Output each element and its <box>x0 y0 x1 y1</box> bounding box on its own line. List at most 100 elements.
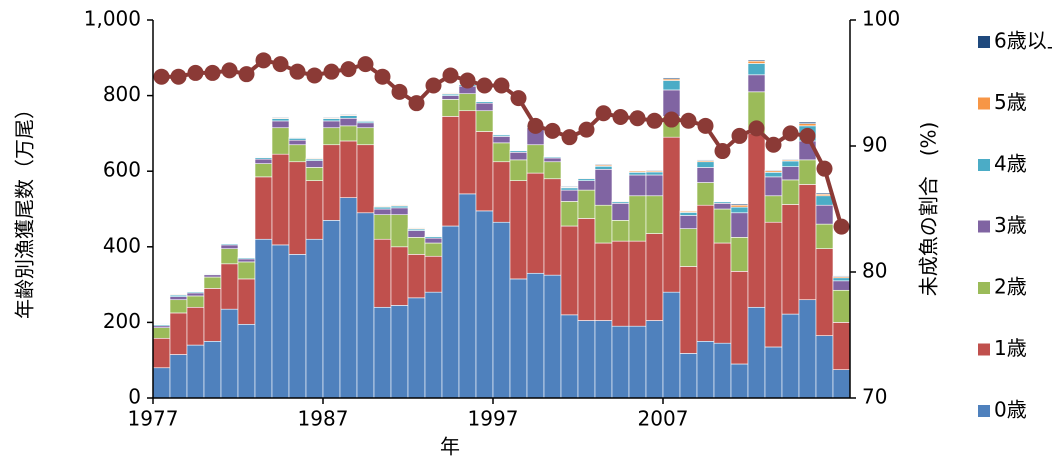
bar-segment <box>612 326 629 398</box>
bar-segment <box>595 321 612 398</box>
bar-segment <box>663 78 680 79</box>
bar-segment <box>323 121 340 128</box>
bar-segment <box>306 181 323 240</box>
bar-segment <box>765 172 782 177</box>
bar-segment <box>697 205 714 341</box>
bar-segment <box>391 215 408 247</box>
bar-segment <box>646 172 663 175</box>
bar-segment <box>799 184 816 299</box>
bar-segment <box>510 279 527 398</box>
bar-segment <box>646 175 663 196</box>
bar-segment <box>765 196 782 222</box>
bar-segment <box>782 314 799 398</box>
bar-segment <box>476 211 493 398</box>
line-marker <box>715 143 731 159</box>
bar-segment <box>323 145 340 221</box>
legend-label: 5歳 <box>994 90 1027 114</box>
bar-segment <box>323 117 340 118</box>
line-marker <box>800 128 816 144</box>
bar-segment <box>833 278 850 281</box>
y2-tick-label: 100 <box>862 7 900 31</box>
bar-segment <box>833 322 850 369</box>
bar-segment <box>204 288 221 341</box>
bar-segment <box>816 336 833 398</box>
bar-segment <box>731 364 748 398</box>
y-tick-label: 400 <box>103 233 141 257</box>
bar-segment <box>306 167 323 180</box>
bar-segment <box>816 196 833 205</box>
bar-segment <box>357 145 374 213</box>
bar-segment <box>561 315 578 398</box>
bar-segment <box>748 60 765 61</box>
legend-swatch <box>978 282 990 294</box>
x-tick-label: 1987 <box>298 407 349 431</box>
line-marker <box>664 112 680 128</box>
bar-segment <box>170 355 187 398</box>
bar-segment <box>391 208 408 215</box>
bar-segment <box>425 256 442 292</box>
bar-segment <box>748 75 765 92</box>
bar-segment <box>527 273 544 398</box>
bar-segment <box>697 341 714 398</box>
bar-segment <box>748 307 765 398</box>
bar-segment <box>255 159 272 164</box>
line-marker <box>528 118 544 134</box>
legend-swatch <box>978 159 990 171</box>
bar-segment <box>272 245 289 398</box>
bar-segment <box>204 277 221 288</box>
bar-segment <box>748 63 765 74</box>
line-marker <box>732 128 748 144</box>
x-tick-label: 2007 <box>638 407 689 431</box>
bar-segment <box>238 324 255 398</box>
bar-segment <box>289 254 306 398</box>
bar-segment <box>442 226 459 398</box>
bar-segment <box>731 271 748 364</box>
bar-segment <box>748 133 765 307</box>
bar-segment <box>629 172 646 175</box>
bar-segment <box>799 122 816 124</box>
bar-segment <box>595 205 612 243</box>
bar-segment <box>578 190 595 218</box>
bar-segment <box>782 159 799 160</box>
bar-segment <box>527 173 544 273</box>
bar-segment <box>663 292 680 398</box>
bar-segment <box>340 118 357 126</box>
line-marker <box>409 95 425 111</box>
bar-segment <box>833 290 850 322</box>
bar-segment <box>255 177 272 239</box>
bar-segment <box>238 259 255 262</box>
bar-segment <box>799 160 816 185</box>
bar-segment <box>187 293 204 296</box>
x-axis-title: 年 <box>440 435 460 459</box>
bar-segment <box>170 297 187 300</box>
bar-segment <box>408 298 425 398</box>
line-marker <box>324 64 340 80</box>
line-marker <box>358 56 374 72</box>
bar-segment <box>646 170 663 171</box>
bar-segment <box>204 275 221 277</box>
bar-segment <box>391 305 408 398</box>
line-marker <box>239 66 255 82</box>
bar-segment <box>561 188 578 190</box>
bar-segment <box>544 162 561 179</box>
bar-segment <box>731 207 748 213</box>
bar-segment <box>782 161 799 167</box>
bar-segment <box>612 241 629 326</box>
y-tick-label: 200 <box>103 309 141 333</box>
bar-segment <box>714 203 731 209</box>
bar-segment <box>493 162 510 222</box>
bar-segment <box>544 179 561 275</box>
line-marker <box>783 125 799 141</box>
line-marker <box>817 161 833 177</box>
legend-label: 4歳 <box>994 152 1027 176</box>
line-marker <box>698 118 714 134</box>
bar-segment <box>680 215 697 228</box>
y-tick-label: 1,000 <box>84 7 141 31</box>
bar-segment <box>170 300 187 313</box>
bar-segment <box>374 209 391 215</box>
bar-segment <box>544 158 561 162</box>
line-marker <box>562 129 578 145</box>
bar-segment <box>663 137 680 292</box>
y2-tick-label: 90 <box>862 133 887 157</box>
bar-segment <box>697 167 714 182</box>
